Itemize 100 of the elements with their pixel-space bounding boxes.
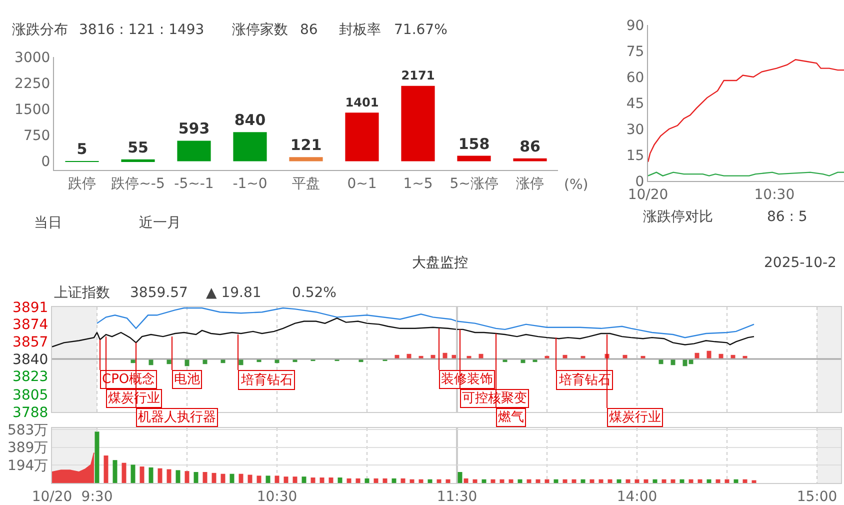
data-label: 121: [290, 136, 322, 154]
bar: [292, 476, 298, 483]
bar: [194, 472, 198, 483]
y-tick-label: 0: [41, 154, 50, 170]
bar: [518, 479, 522, 483]
bar: [338, 478, 342, 483]
bar: [400, 478, 406, 483]
bar: [626, 479, 630, 483]
bar: [508, 479, 514, 483]
bar: [536, 479, 540, 483]
y-tick-label: 30: [626, 122, 644, 138]
data-label: 55: [128, 138, 148, 156]
bar: [670, 479, 676, 483]
annotation: 电池: [174, 372, 200, 387]
bar: [356, 478, 360, 483]
bar: [230, 474, 234, 483]
text: 涨跌停对比: [643, 209, 713, 225]
bar: [698, 479, 702, 483]
bar: [446, 479, 450, 483]
data-label: 158: [458, 134, 490, 153]
bar: [320, 478, 324, 483]
text: 0.52%: [292, 285, 336, 301]
bar: [266, 476, 270, 483]
y-tick-label: 3000: [14, 50, 50, 66]
x-tick-label: 跌停: [68, 176, 96, 192]
bar: [184, 358, 190, 366]
bar: [644, 479, 648, 483]
data-label: 5: [76, 140, 88, 158]
x-tick-label: 10:30: [754, 186, 795, 203]
text: 3859.57: [130, 285, 188, 301]
text: 涨跌分布: [12, 22, 68, 38]
bar: [176, 470, 180, 483]
annotation: 燃气: [498, 410, 524, 425]
bar: [112, 460, 118, 483]
bar: [580, 479, 586, 483]
bar: [220, 474, 226, 483]
bar: [716, 479, 720, 483]
text: 当日: [34, 215, 62, 231]
bar: [148, 467, 154, 483]
bar: [212, 472, 216, 483]
bar: [166, 469, 172, 483]
bar: [513, 158, 547, 162]
annotation: 培育钻石: [240, 372, 293, 388]
bar: [238, 358, 244, 366]
bar: [328, 478, 334, 483]
bar: [130, 464, 136, 483]
bar: [472, 479, 478, 483]
x-tick-label: 11:30: [436, 488, 478, 505]
y-tick-label: 3788: [12, 404, 48, 421]
bar: [256, 476, 262, 483]
data-label: 1401: [345, 95, 379, 110]
bar: [401, 86, 435, 162]
y-tick-label: 90: [626, 18, 644, 34]
bar: [734, 479, 738, 483]
annotation: 机器人执行器: [138, 410, 216, 425]
bar: [238, 474, 244, 483]
y-tick-label: 750: [23, 128, 50, 144]
text: 3816 : 121 : 1493: [79, 22, 204, 38]
bar: [364, 478, 370, 483]
bar: [410, 479, 414, 483]
bar: [158, 468, 162, 483]
x-tick-label: 平盘: [292, 176, 320, 192]
x-tick-label: 10/20: [32, 488, 72, 505]
bar: [662, 479, 666, 483]
bar: [104, 456, 108, 483]
x-tick-label: 15:00: [796, 488, 838, 505]
bar: [248, 474, 252, 483]
data-label: 2171: [401, 68, 435, 83]
y-tick-label: 3823: [12, 369, 48, 386]
x-axis-title: (%): [564, 177, 588, 193]
y-tick-label: 45: [626, 96, 644, 112]
bar: [428, 479, 432, 483]
bar: [274, 476, 280, 483]
x-tick-label: 跌停~-5: [111, 176, 165, 192]
x-tick-label: -5~-1: [174, 176, 214, 192]
y-tick-label: 75: [626, 44, 644, 60]
bar: [608, 479, 612, 483]
x-tick-label: 1~5: [403, 176, 433, 192]
bar: [562, 479, 568, 483]
bar: [457, 156, 491, 162]
data-label: 86: [520, 137, 540, 156]
text: 86 : 5: [767, 209, 808, 225]
y-tick-label: 15: [626, 148, 644, 164]
bar: [490, 479, 496, 483]
bar: [670, 358, 676, 366]
text: 86: [300, 22, 318, 38]
data-label: 593: [178, 120, 210, 138]
bar: [554, 479, 558, 483]
y-tick-label: 583万: [7, 422, 48, 438]
text: 71.67%: [394, 22, 448, 38]
bar: [310, 478, 316, 483]
bar: [148, 358, 154, 366]
bar: [616, 479, 622, 483]
x-tick-label: 9:30: [81, 488, 113, 505]
bar: [374, 478, 378, 483]
y-tick-label: 3874: [12, 317, 48, 334]
bar: [742, 479, 748, 483]
x-tick-label: 10:30: [256, 488, 298, 505]
bar: [598, 479, 604, 483]
y-tick-label: 3840: [12, 352, 48, 368]
